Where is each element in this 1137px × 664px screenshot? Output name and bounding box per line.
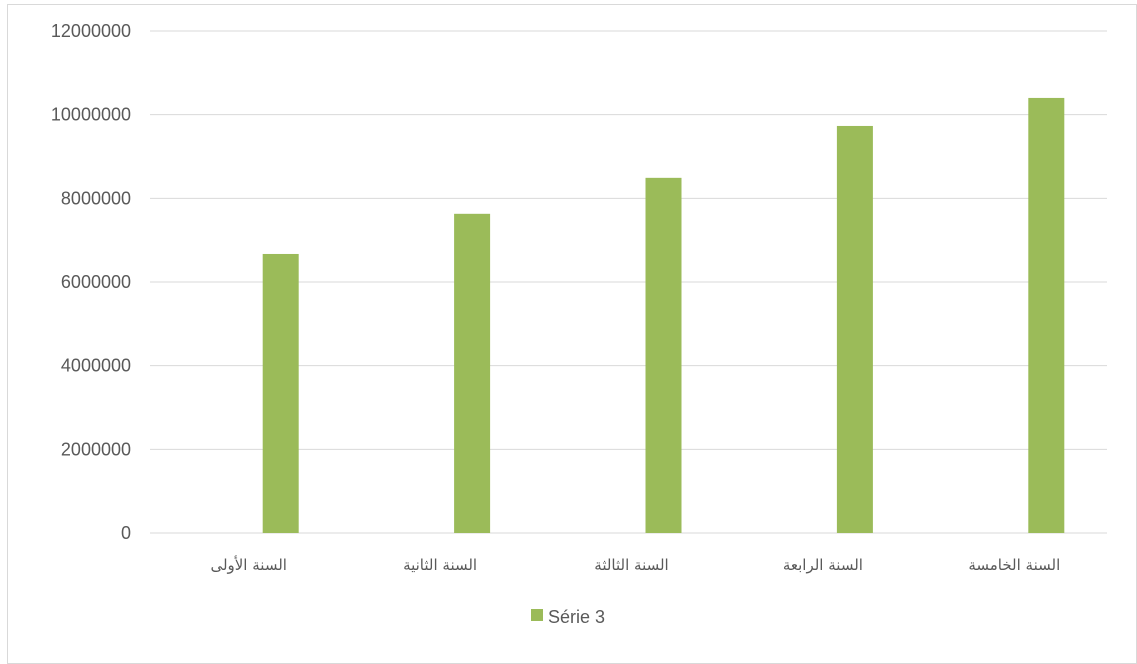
bar[interactable]	[645, 177, 682, 533]
bar[interactable]	[1028, 97, 1065, 533]
chart-frame	[7, 4, 1137, 664]
bars	[262, 97, 1065, 534]
x-category-label: السنة الخامسة	[968, 556, 1060, 574]
x-category-label: السنة الثانية	[403, 556, 477, 574]
x-category-label: السنة الثالثة	[594, 556, 668, 574]
bar[interactable]	[836, 125, 873, 533]
y-tick-label: 8000000	[61, 188, 131, 208]
y-axis-ticks: 0 2000000 4000000 6000000 8000000 10000000 120…	[51, 21, 131, 543]
y-tick-label: 2000000	[61, 439, 131, 459]
y-tick-label: 6000000	[61, 272, 131, 292]
legend-swatch	[531, 609, 543, 621]
legend[interactable]: Série 3	[531, 607, 605, 627]
x-category-label: السنة الأولى	[210, 555, 287, 574]
legend-label: Série 3	[548, 607, 605, 627]
bar[interactable]	[454, 213, 491, 534]
x-axis-labels: السنة الأولى السنة الثانية السنة الثالثة ال…	[210, 555, 1060, 574]
y-tick-label: 12000000	[51, 21, 131, 41]
gridlines	[150, 30, 1107, 534]
y-tick-label: 10000000	[51, 105, 131, 125]
x-category-label: السنة الرابعة	[783, 556, 863, 574]
y-tick-label: 4000000	[61, 356, 131, 376]
bar[interactable]	[262, 253, 299, 533]
y-tick-label: 0	[121, 523, 131, 543]
